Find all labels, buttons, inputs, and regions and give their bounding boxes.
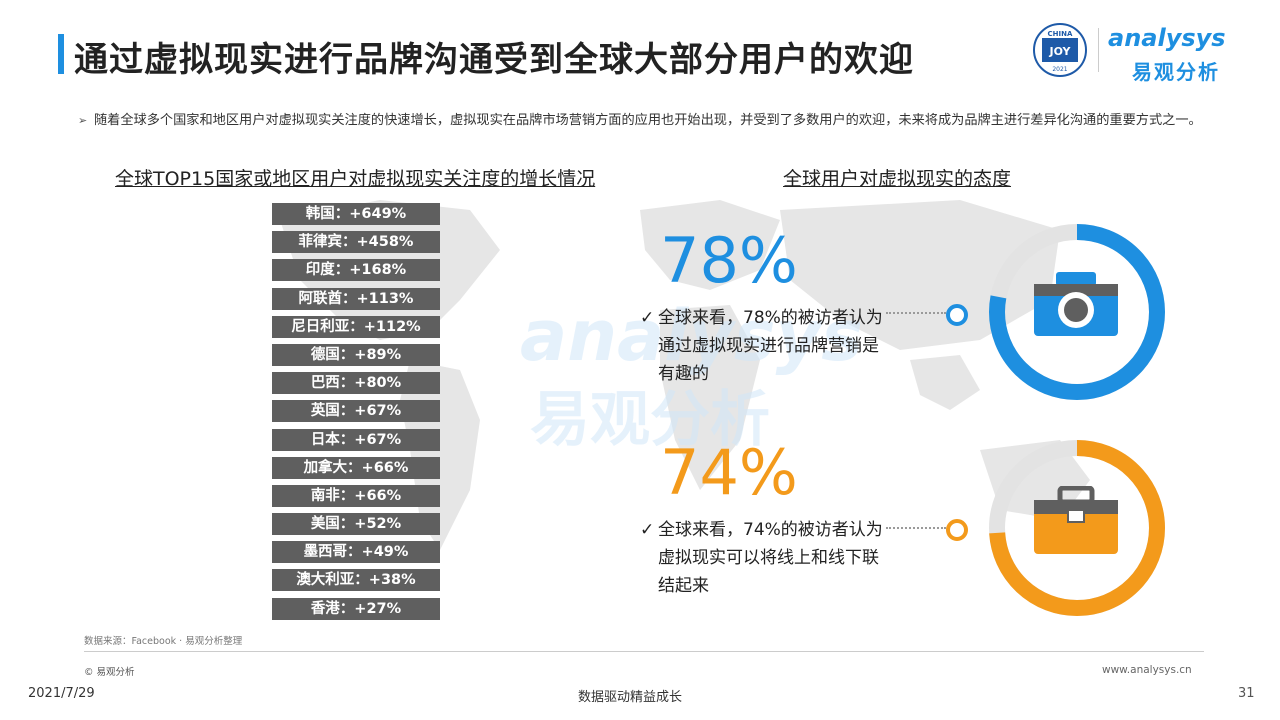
watermark-cn: 易观分析 xyxy=(530,385,770,455)
attitude-ring-74 xyxy=(989,440,1165,616)
stat-percent: 78% xyxy=(660,224,798,297)
growth-bar-list: 韩国：+649% 菲律宾：+458% 印度：+168% 阿联酋：+113% 尼日利亚：+… xyxy=(272,203,440,626)
chinajoy-badge-icon: CHINA JOY 2021 xyxy=(1033,23,1087,77)
growth-bar: 香港：+27% xyxy=(272,597,440,620)
stat-block-fun: 78% ✓ 全球来看，78%的被访者认为通过虚拟现实进行品牌营销是有趣的 xyxy=(0,210,883,430)
growth-bar: 加拿大：+66% xyxy=(272,456,440,479)
left-chart-subtitle: 全球TOP15国家或地区用户对虚拟现实关注度的增长情况 xyxy=(115,168,596,190)
watermark-en: analysys xyxy=(520,295,860,377)
analysys-watermark: analysys 易观分析 xyxy=(520,295,860,455)
camera-icon xyxy=(1034,272,1118,336)
connector-node xyxy=(946,304,968,326)
brand-name-cn: 易观分析 xyxy=(1132,60,1220,84)
growth-bar: 德国：+89% xyxy=(272,343,440,366)
connector-dots xyxy=(886,527,946,531)
intro-bullet: ➢ 随着全球多个国家和地区用户对虚拟现实关注度的快速增长，虚拟现实在品牌市场营销… xyxy=(78,110,1218,132)
growth-bar: 印度：+168% xyxy=(272,259,440,282)
brand-logo: CHINA JOY 2021 analysys 易观分析 xyxy=(1032,18,1262,84)
connector-dots xyxy=(886,312,946,316)
intro-text: 随着全球多个国家和地区用户对虚拟现实关注度的快速增长，虚拟现实在品牌市场营销方面… xyxy=(94,113,1202,128)
page-number: 31 xyxy=(1238,686,1255,701)
data-source: 数据来源：Facebook · 易观分析整理 xyxy=(84,636,243,647)
growth-bar: 日本：+67% xyxy=(272,428,440,451)
stat-percent: 74% xyxy=(660,436,798,509)
ring-progress xyxy=(989,440,1165,616)
page-title: 通过虚拟现实进行品牌沟通受到全球大部分用户的欢迎 xyxy=(74,40,914,80)
growth-bar: 澳大利亚：+38% xyxy=(272,569,440,592)
report-date: 2021/7/29 xyxy=(28,686,95,701)
growth-bar: 巴西：+80% xyxy=(272,372,440,395)
logo-divider xyxy=(1098,28,1099,72)
growth-bar: 阿联酋：+113% xyxy=(272,287,440,310)
check-icon: ✓ xyxy=(640,520,655,540)
growth-bar: 英国：+67% xyxy=(272,400,440,423)
stat-block-online-offline: 74% ✓ 全球来看，74%的被访者认为虚拟现实可以将线上和线下联结起来 xyxy=(0,428,883,648)
title-accent-bar xyxy=(58,34,64,74)
growth-bar: 南非：+66% xyxy=(272,484,440,507)
briefcase-icon xyxy=(1034,486,1118,554)
growth-bar: 美国：+52% xyxy=(272,513,440,536)
connector-node xyxy=(946,519,968,541)
right-panel-subtitle: 全球用户对虚拟现实的态度 xyxy=(783,168,1012,190)
badge-year-text: 2021 xyxy=(1052,66,1067,73)
ring-progress xyxy=(989,224,1165,400)
footer-slogan: 数据驱动精益成长 xyxy=(578,690,683,705)
growth-bar: 韩国：+649% xyxy=(272,203,440,225)
growth-bar: 墨西哥：+49% xyxy=(272,541,440,564)
badge-mid-text: JOY xyxy=(1048,45,1071,58)
bullet-arrow-icon: ➢ xyxy=(78,114,88,127)
stat-description: ✓ 全球来看，74%的被访者认为虚拟现实可以将线上和线下联结起来 xyxy=(640,516,890,600)
badge-top-text: CHINA xyxy=(1048,30,1073,38)
footer-divider xyxy=(84,651,1204,652)
website-link[interactable]: www.analysys.cn xyxy=(1102,664,1192,676)
brand-name-en: analysys xyxy=(1108,24,1226,52)
copyright: © 易观分析 xyxy=(84,667,135,678)
growth-bar: 尼日利亚：+112% xyxy=(272,315,440,338)
attitude-ring-78 xyxy=(989,224,1165,400)
stat-description: ✓ 全球来看，78%的被访者认为通过虚拟现实进行品牌营销是有趣的 xyxy=(640,304,890,388)
growth-bar: 菲律宾：+458% xyxy=(272,231,440,254)
check-icon: ✓ xyxy=(640,308,655,328)
